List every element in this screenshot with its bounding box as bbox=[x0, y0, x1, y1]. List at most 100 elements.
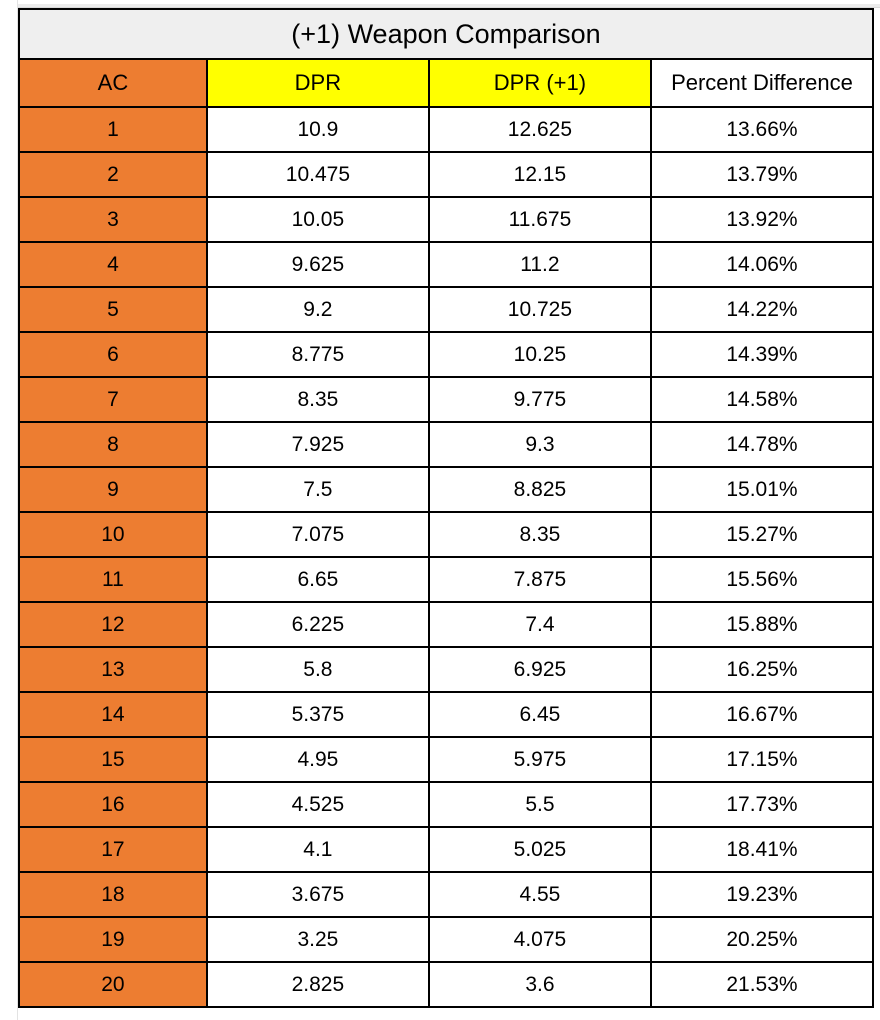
col-header-percent-difference: Percent Difference bbox=[651, 59, 873, 107]
table-row: 174.15.02518.41% bbox=[19, 827, 873, 872]
cell-ac: 8 bbox=[19, 422, 207, 467]
cell-percent-difference: 21.53% bbox=[651, 962, 873, 1007]
cell-percent-difference: 14.58% bbox=[651, 377, 873, 422]
cell-dpr: 9.625 bbox=[207, 242, 429, 287]
table-row: 97.58.82515.01% bbox=[19, 467, 873, 512]
cell-percent-difference: 14.22% bbox=[651, 287, 873, 332]
cell-ac: 15 bbox=[19, 737, 207, 782]
cell-ac: 16 bbox=[19, 782, 207, 827]
cell-dpr: 2.825 bbox=[207, 962, 429, 1007]
cell-ac: 7 bbox=[19, 377, 207, 422]
cell-dpr: 5.375 bbox=[207, 692, 429, 737]
cell-dpr-plus1: 11.675 bbox=[429, 197, 651, 242]
table-row: 59.210.72514.22% bbox=[19, 287, 873, 332]
cell-dpr-plus1: 10.25 bbox=[429, 332, 651, 377]
cell-ac: 5 bbox=[19, 287, 207, 332]
cell-dpr: 8.35 bbox=[207, 377, 429, 422]
cell-ac: 12 bbox=[19, 602, 207, 647]
cell-ac: 6 bbox=[19, 332, 207, 377]
cell-dpr-plus1: 6.925 bbox=[429, 647, 651, 692]
cell-ac: 2 bbox=[19, 152, 207, 197]
cell-percent-difference: 14.39% bbox=[651, 332, 873, 377]
cell-percent-difference: 13.92% bbox=[651, 197, 873, 242]
cell-dpr-plus1: 10.725 bbox=[429, 287, 651, 332]
cell-dpr-plus1: 11.2 bbox=[429, 242, 651, 287]
cell-dpr: 10.05 bbox=[207, 197, 429, 242]
cell-percent-difference: 14.06% bbox=[651, 242, 873, 287]
cell-dpr: 3.675 bbox=[207, 872, 429, 917]
cell-percent-difference: 15.88% bbox=[651, 602, 873, 647]
col-header-ac: AC bbox=[19, 59, 207, 107]
cell-ac: 17 bbox=[19, 827, 207, 872]
cell-percent-difference: 17.15% bbox=[651, 737, 873, 782]
cell-dpr-plus1: 8.35 bbox=[429, 512, 651, 557]
cell-dpr: 10.9 bbox=[207, 107, 429, 152]
cell-dpr-plus1: 8.825 bbox=[429, 467, 651, 512]
table-row: 135.86.92516.25% bbox=[19, 647, 873, 692]
cell-dpr-plus1: 7.4 bbox=[429, 602, 651, 647]
cell-ac: 19 bbox=[19, 917, 207, 962]
col-header-dpr: DPR bbox=[207, 59, 429, 107]
weapon-comparison-table: (+1) Weapon Comparison AC DPR DPR (+1) P… bbox=[18, 8, 874, 1008]
cell-dpr-plus1: 6.45 bbox=[429, 692, 651, 737]
cell-dpr: 7.075 bbox=[207, 512, 429, 557]
col-header-dpr-plus1: DPR (+1) bbox=[429, 59, 651, 107]
spreadsheet-area: (+1) Weapon Comparison AC DPR DPR (+1) P… bbox=[0, 0, 880, 1020]
cell-dpr: 5.8 bbox=[207, 647, 429, 692]
cell-dpr-plus1: 3.6 bbox=[429, 962, 651, 1007]
table-row: 202.8253.621.53% bbox=[19, 962, 873, 1007]
cell-ac: 13 bbox=[19, 647, 207, 692]
table-row: 193.254.07520.25% bbox=[19, 917, 873, 962]
cell-percent-difference: 20.25% bbox=[651, 917, 873, 962]
cell-dpr: 6.225 bbox=[207, 602, 429, 647]
cell-dpr-plus1: 4.075 bbox=[429, 917, 651, 962]
cell-percent-difference: 13.66% bbox=[651, 107, 873, 152]
cell-dpr: 10.475 bbox=[207, 152, 429, 197]
cell-ac: 10 bbox=[19, 512, 207, 557]
table-row: 68.77510.2514.39% bbox=[19, 332, 873, 377]
table-row: 164.5255.517.73% bbox=[19, 782, 873, 827]
cell-ac: 20 bbox=[19, 962, 207, 1007]
table-row: 310.0511.67513.92% bbox=[19, 197, 873, 242]
cell-percent-difference: 14.78% bbox=[651, 422, 873, 467]
row-gutter bbox=[0, 0, 18, 1020]
cell-percent-difference: 13.79% bbox=[651, 152, 873, 197]
table-row: 154.955.97517.15% bbox=[19, 737, 873, 782]
table-header-row: AC DPR DPR (+1) Percent Difference bbox=[19, 59, 873, 107]
cell-dpr: 4.1 bbox=[207, 827, 429, 872]
table-row: 210.47512.1513.79% bbox=[19, 152, 873, 197]
cell-ac: 9 bbox=[19, 467, 207, 512]
table-row: 145.3756.4516.67% bbox=[19, 692, 873, 737]
cell-dpr-plus1: 5.5 bbox=[429, 782, 651, 827]
cell-dpr-plus1: 9.3 bbox=[429, 422, 651, 467]
cell-percent-difference: 15.01% bbox=[651, 467, 873, 512]
cell-dpr-plus1: 7.875 bbox=[429, 557, 651, 602]
cell-percent-difference: 16.25% bbox=[651, 647, 873, 692]
cell-percent-difference: 15.27% bbox=[651, 512, 873, 557]
table-row: 116.657.87515.56% bbox=[19, 557, 873, 602]
cell-dpr: 3.25 bbox=[207, 917, 429, 962]
cell-percent-difference: 17.73% bbox=[651, 782, 873, 827]
cell-ac: 3 bbox=[19, 197, 207, 242]
table-title: (+1) Weapon Comparison bbox=[19, 9, 873, 59]
table-row: 126.2257.415.88% bbox=[19, 602, 873, 647]
table-row: 87.9259.314.78% bbox=[19, 422, 873, 467]
cell-dpr-plus1: 12.15 bbox=[429, 152, 651, 197]
cell-dpr: 4.95 bbox=[207, 737, 429, 782]
cell-dpr-plus1: 12.625 bbox=[429, 107, 651, 152]
cell-dpr-plus1: 9.775 bbox=[429, 377, 651, 422]
cell-dpr-plus1: 5.025 bbox=[429, 827, 651, 872]
table-row: 107.0758.3515.27% bbox=[19, 512, 873, 557]
cell-percent-difference: 18.41% bbox=[651, 827, 873, 872]
table-row: 49.62511.214.06% bbox=[19, 242, 873, 287]
cell-dpr: 9.2 bbox=[207, 287, 429, 332]
table-row: 78.359.77514.58% bbox=[19, 377, 873, 422]
cell-percent-difference: 16.67% bbox=[651, 692, 873, 737]
cell-ac: 18 bbox=[19, 872, 207, 917]
cell-dpr-plus1: 4.55 bbox=[429, 872, 651, 917]
table-row: 110.912.62513.66% bbox=[19, 107, 873, 152]
cell-percent-difference: 19.23% bbox=[651, 872, 873, 917]
cell-dpr: 4.525 bbox=[207, 782, 429, 827]
cell-ac: 11 bbox=[19, 557, 207, 602]
cell-dpr: 7.925 bbox=[207, 422, 429, 467]
